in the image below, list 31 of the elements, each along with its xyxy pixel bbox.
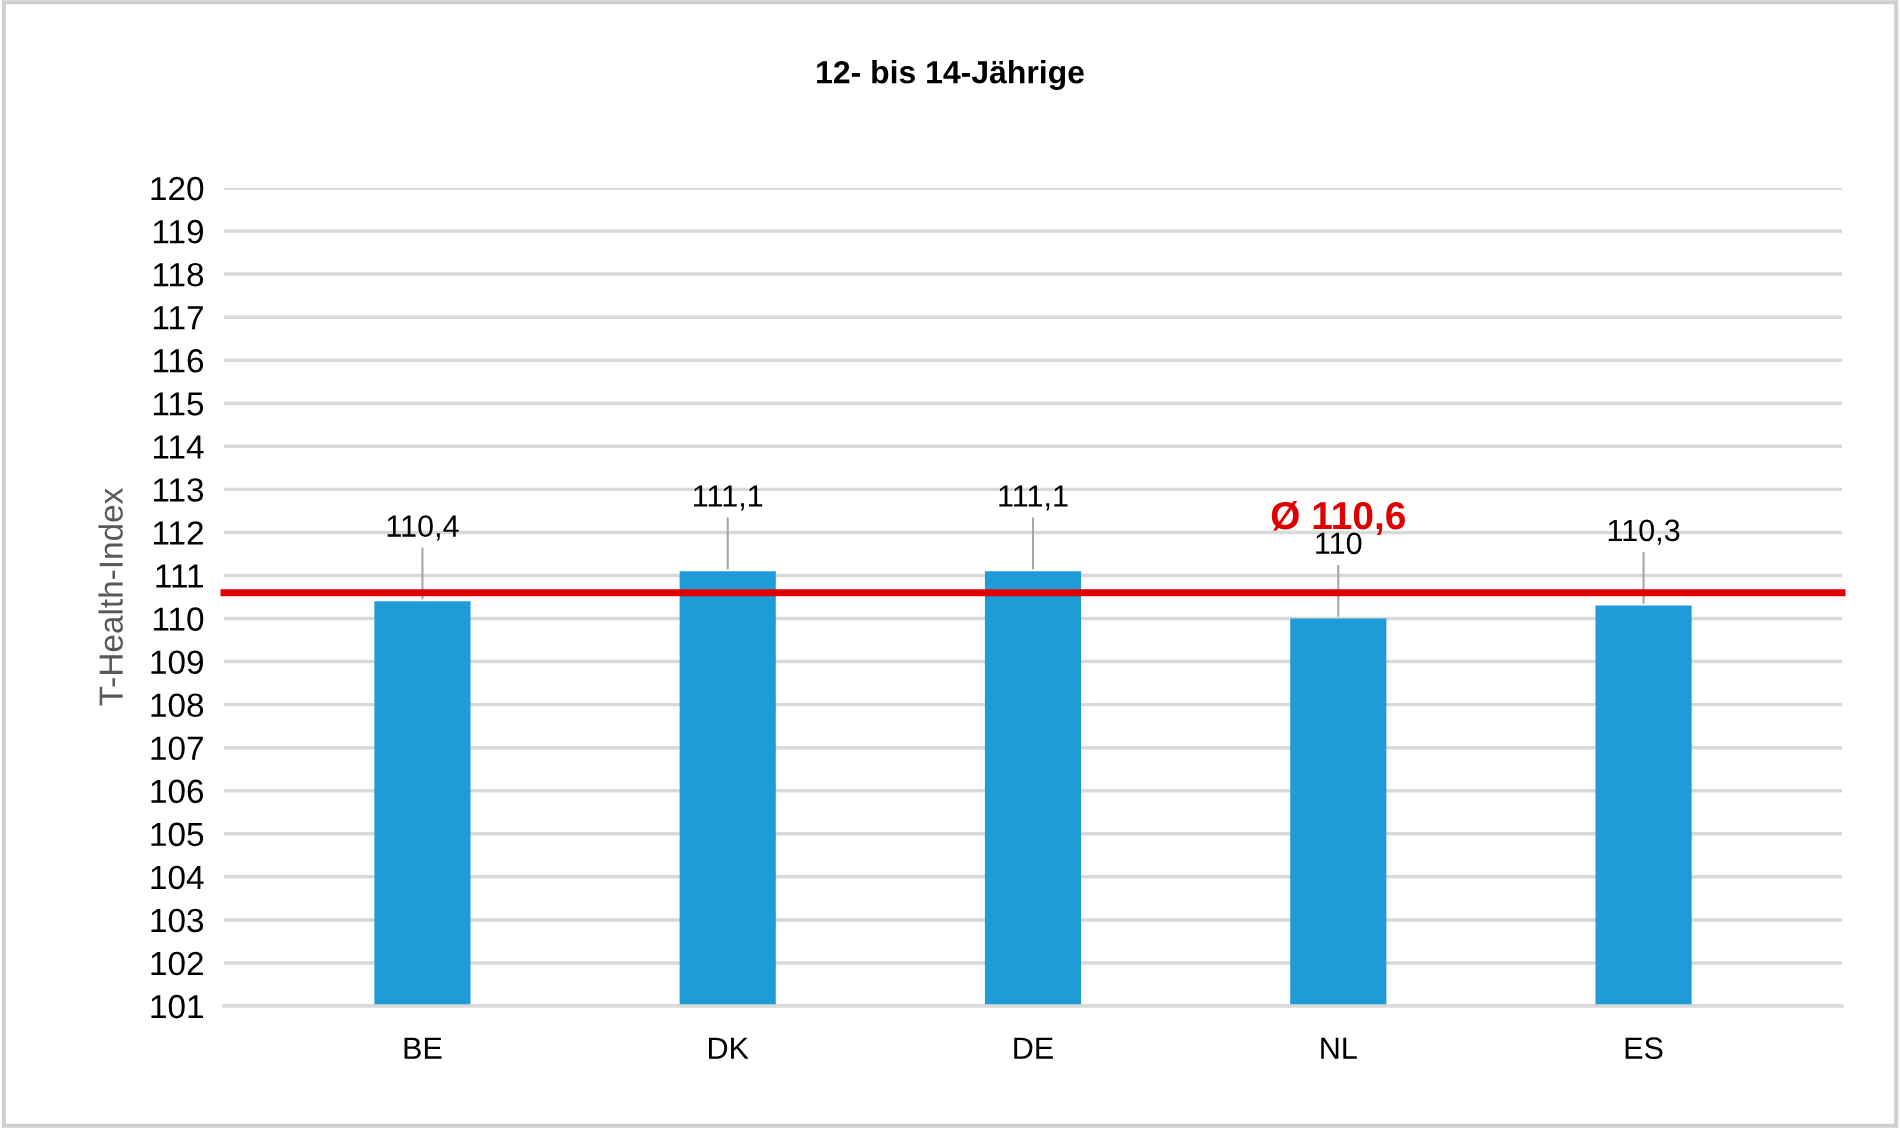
data-label: 111,1 [694,485,763,511]
x-tick-label: BE [404,1037,442,1059]
y-tick-label: 107 [151,736,203,761]
y-tick-label: 120 [151,176,204,201]
x-tick-label: ES [1625,1037,1663,1059]
y-tick-label: 104 [151,865,204,890]
y-tick-label: 110 [153,607,204,631]
y-tick-label: 118 [153,262,204,287]
y-tick-label: 103 [151,908,204,933]
x-tick-label: DK [709,1037,749,1059]
y-axis-title: T-Health-Index [98,488,123,706]
data-label: 110,4 [387,515,459,541]
y-tick-label: 115 [153,392,204,416]
y-tick-label: 117 [153,306,203,330]
y-tick-label: 114 [153,435,204,459]
y-tick-label: 109 [151,650,203,674]
y-tick-label: 113 [153,478,204,502]
y-tick-label: 102 [151,951,203,976]
y-tick-label: 119 [153,219,203,244]
x-tick-label: NL [1321,1037,1357,1059]
y-tick-label: 116 [153,349,204,373]
y-tick-label: 105 [151,822,204,847]
data-label: 111,1 [999,485,1068,511]
y-tick-label: 111 [156,564,203,588]
y-tick-label: 106 [151,779,204,804]
x-tick-label: DE [1014,1037,1053,1059]
data-label: 110,3 [1608,519,1680,545]
y-tick-label: 112 [153,521,203,545]
y-tick-label: 101 [151,994,203,1019]
chart-title: 12- bis 14-Jährige [817,60,1084,90]
y-tick-label: 108 [151,693,204,718]
